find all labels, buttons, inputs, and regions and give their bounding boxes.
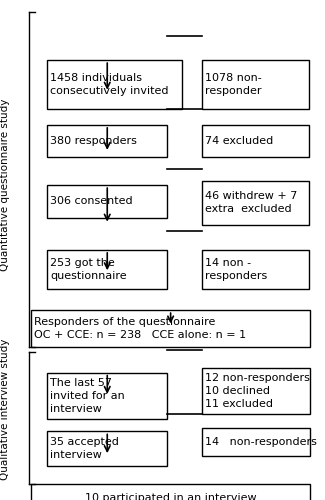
Text: 74 excluded: 74 excluded [205, 136, 273, 146]
Text: The last 57
invited for an
interview: The last 57 invited for an interview [50, 378, 125, 414]
Text: 12 non-responders
10 declined
11 excluded: 12 non-responders 10 declined 11 exclude… [205, 374, 310, 409]
FancyBboxPatch shape [202, 368, 310, 414]
Text: 1078 non-
responder: 1078 non- responder [205, 73, 262, 96]
FancyBboxPatch shape [202, 60, 309, 109]
Text: 35 accepted
interview: 35 accepted interview [50, 438, 119, 460]
Text: 380 responders: 380 responders [50, 136, 137, 146]
Text: 14   non-responders: 14 non-responders [205, 437, 317, 447]
FancyBboxPatch shape [31, 484, 310, 500]
FancyBboxPatch shape [47, 372, 167, 419]
FancyBboxPatch shape [47, 125, 167, 158]
Text: Quantitative questionnaire study: Quantitative questionnaire study [0, 99, 10, 272]
FancyBboxPatch shape [202, 428, 310, 456]
Text: 10 participated in an interview: 10 participated in an interview [85, 492, 256, 500]
Text: Qualitative interview study: Qualitative interview study [0, 339, 10, 480]
Text: 1458 individuals
consecutively invited: 1458 individuals consecutively invited [50, 73, 169, 96]
FancyBboxPatch shape [202, 125, 309, 158]
FancyBboxPatch shape [31, 310, 310, 347]
FancyBboxPatch shape [47, 250, 167, 290]
Text: Responders of the questionnaire
OC + CCE: n = 238   CCE alone: n = 1: Responders of the questionnaire OC + CCE… [34, 318, 246, 340]
FancyBboxPatch shape [202, 180, 309, 224]
FancyBboxPatch shape [47, 60, 182, 109]
Text: 306 consented: 306 consented [50, 196, 133, 206]
FancyBboxPatch shape [202, 250, 309, 290]
Text: 14 non -
responders: 14 non - responders [205, 258, 267, 281]
Text: 253 got the
questionnaire: 253 got the questionnaire [50, 258, 127, 281]
FancyBboxPatch shape [47, 432, 167, 466]
FancyBboxPatch shape [47, 185, 167, 218]
Text: 46 withdrew + 7
extra  excluded: 46 withdrew + 7 extra excluded [205, 191, 297, 214]
